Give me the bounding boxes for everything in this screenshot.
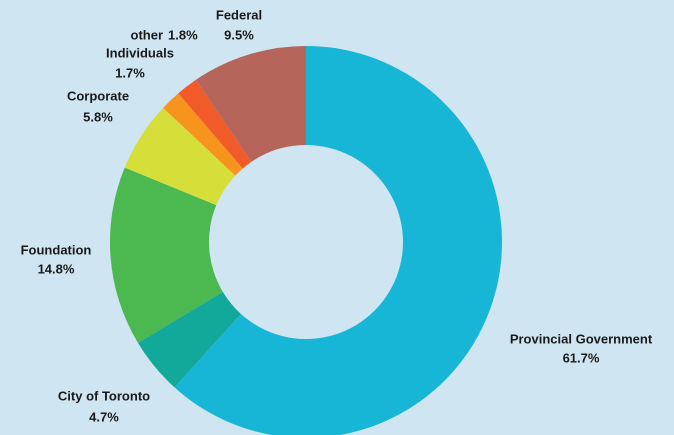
slice-value-label: 5.8% [83,109,113,124]
slice-value-label: 1.8% [168,27,198,42]
slice-label: Individuals [106,45,174,60]
slice-label: Corporate [67,88,129,103]
donut-slice [124,107,236,206]
donut-slice [137,291,241,388]
slice-label: Foundation [21,242,92,257]
slice-value-label: 4.7% [89,409,119,424]
donut-slice [163,93,243,176]
slice-label: other [131,27,164,42]
slice-label: Provincial Government [510,331,653,346]
donut-slice [174,46,502,435]
slice-label: City of Toronto [58,388,150,403]
slice-value-label: 61.7% [563,350,600,365]
donut-slice [178,79,252,169]
donut-slice [109,167,223,343]
slice-value-label: 1.7% [115,65,145,80]
slice-label: Federal [216,7,262,22]
slice-value-label: 9.5% [224,27,254,42]
donut-slice [195,46,306,162]
slice-value-label: 14.8% [38,261,75,276]
